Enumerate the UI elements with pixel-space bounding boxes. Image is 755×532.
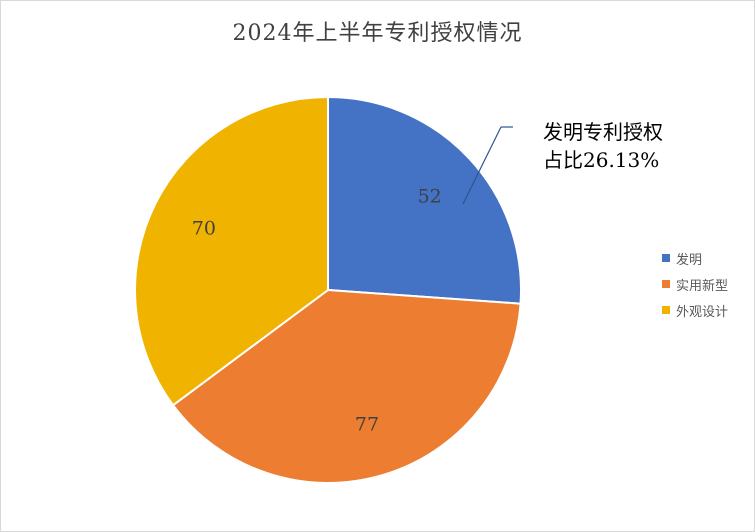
legend-label: 发明 xyxy=(676,252,703,268)
legend-swatch xyxy=(662,254,670,262)
legend-item: 发明 xyxy=(662,245,728,271)
legend-swatch xyxy=(662,306,670,314)
legend-item: 实用新型 xyxy=(662,271,728,297)
callout-annotation: 发明专利授权 占比26.13% xyxy=(543,118,663,174)
data-label-utility-model: 77 xyxy=(355,413,379,435)
callout-line-1: 发明专利授权 xyxy=(543,120,663,144)
data-label-design: 70 xyxy=(192,218,216,240)
legend-item: 外观设计 xyxy=(662,297,728,323)
legend-label: 外观设计 xyxy=(676,304,729,320)
chart-title: 2024年上半年专利授权情况 xyxy=(232,21,523,46)
pie-slice-design xyxy=(134,95,329,407)
callout-leader-line xyxy=(462,126,502,205)
data-label-invention: 52 xyxy=(418,185,442,207)
legend-swatch xyxy=(662,280,670,288)
pie-slices xyxy=(134,95,522,484)
pie-slice-invention xyxy=(327,95,522,305)
data-labels: 52 77 70 xyxy=(192,185,442,435)
pie-slice-utility-model xyxy=(171,288,522,484)
callout-line-2: 占比26.13% xyxy=(543,148,660,172)
legend-label: 实用新型 xyxy=(676,278,729,294)
legend: 发明 实用新型 外观设计 xyxy=(662,245,728,323)
